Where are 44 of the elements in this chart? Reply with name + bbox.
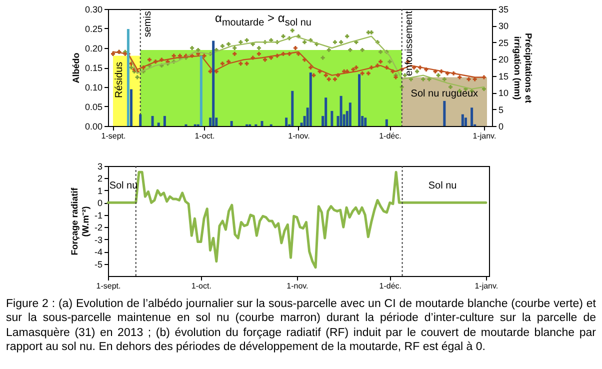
annotation: Résidus xyxy=(114,62,126,98)
y-tick-label: 0.30 xyxy=(84,4,102,14)
x-tick-label: 1-sept. xyxy=(96,282,121,290)
x-tick-label: 1-déc. xyxy=(379,282,402,290)
y-tick-label: 1 xyxy=(97,186,102,196)
y-axis-title: Forçage radiatif (W.m⁻²) xyxy=(70,186,90,256)
y-tick-label: 0 xyxy=(97,198,102,208)
x-tick-label: 1-janv. xyxy=(474,282,498,290)
y-tick-label: -1 xyxy=(94,210,102,220)
x-tick-label: 1-sept. xyxy=(101,132,126,140)
x-tick-label: 1-déc. xyxy=(379,132,402,140)
x-tick-label: 1-janv. xyxy=(472,132,496,140)
y-tick-label: 0.05 xyxy=(84,102,102,112)
annotation: Sol nu xyxy=(428,180,457,192)
y-tick-label: 0.20 xyxy=(84,44,102,54)
x-tick-label: 1-oct. xyxy=(191,282,212,290)
y-tick-label: 0.10 xyxy=(84,82,102,92)
y-tick-label: 0.00 xyxy=(84,122,102,132)
x-tick-label: 1-nov. xyxy=(288,132,310,140)
y2-tick-label: 10 xyxy=(498,88,509,98)
x-tick-label: 1-nov. xyxy=(286,282,308,290)
y-tick-label: -3 xyxy=(94,234,102,245)
annotation: α$_{moutarde}$ > α$_{sol nu}$ xyxy=(215,11,312,28)
y-tick-label: 3 xyxy=(97,162,102,172)
ref-line-label: enfouissement xyxy=(404,10,415,76)
y2-tick-label: 5 xyxy=(498,104,504,115)
y2-tick-label: 25 xyxy=(498,38,509,48)
y-tick-label: 0.25 xyxy=(84,24,102,34)
y2-tick-label: 30 xyxy=(498,21,509,32)
y-tick-label: 2 xyxy=(97,174,102,184)
y-tick-label: -4 xyxy=(94,247,102,258)
annotation: Sol nu rugueux xyxy=(410,88,478,100)
y2-tick-label: 0 xyxy=(498,122,504,132)
ref-line-label: semis xyxy=(142,11,154,38)
y2-tick-label: 35 xyxy=(498,4,509,14)
y-tick-label: -2 xyxy=(94,222,102,233)
y2-axis-title: Précipitations et irrigation (mm) xyxy=(512,32,534,104)
x-tick-label: 1-oct. xyxy=(194,132,215,140)
y2-tick-label: 20 xyxy=(498,54,509,65)
caption: Figure 2 : (a) Evolution de l’albédo journalier sur la sous-parcelle avec un CI de moutarde blanche (courbe verte) et sur la sous-parcelle maintenue en sol nu (courbe marron) durant la période d’inter-culture sur la parcelle de Lamasquère (31) en 2013 ; (b) évolution du forçage radiatif (RF) induit par le couvert de moutarde blanche par rapport au sol nu. En dehors des périodes de développement de la moutarde, RF est égal à 0. xyxy=(6,297,596,354)
y-tick-label: -5 xyxy=(94,259,102,270)
y2-tick-label: 15 xyxy=(498,71,509,82)
y-tick-label: 0.15 xyxy=(84,63,102,73)
y-axis-title: Albédo xyxy=(70,52,81,84)
